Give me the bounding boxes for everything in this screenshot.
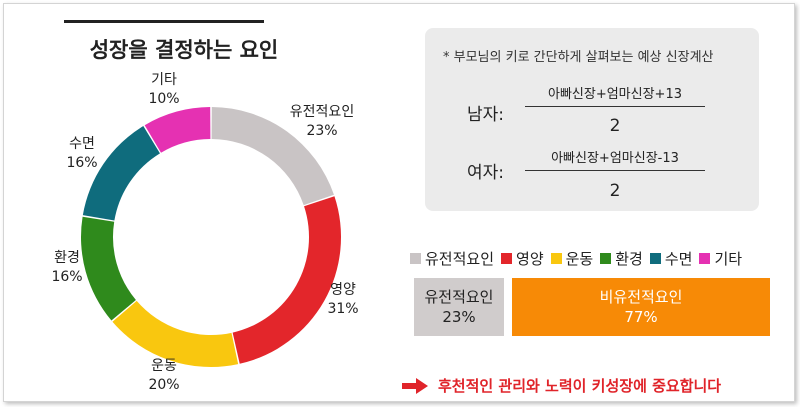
- male-fraction-line: [525, 106, 705, 107]
- legend-swatch-1: [410, 253, 421, 264]
- non-genetic-bar-label: 비유전적요인: [599, 288, 683, 306]
- donut-slice-4: [80, 216, 136, 321]
- slice-value-1: 23%: [306, 123, 337, 139]
- infographic-frame: 성장을 결정하는 요인 유전적요인 23% 영양 31% 운동 20% 환경 16% 수면 16%…: [3, 3, 795, 402]
- donut-slice-1: [211, 107, 334, 206]
- chart-legend: 유전적요인 영양 운동 환경 수면 기타: [410, 248, 749, 269]
- donut-slice-6: [144, 107, 211, 153]
- legend-item-2: 영양: [501, 248, 544, 269]
- conclusion-text: 후천적인 관리와 노력이 키성장에 중요합니다: [438, 377, 722, 395]
- legend-item-3: 운동: [550, 248, 594, 269]
- female-denominator: 2: [609, 181, 621, 201]
- slice-label-3: 운동: [151, 358, 177, 374]
- genetic-bar-value: 23%: [442, 308, 476, 326]
- slice-label-2: 영양: [330, 282, 356, 298]
- slice-label-5: 수면: [69, 136, 95, 152]
- title-rule: [64, 20, 264, 23]
- donut-slice-5: [82, 126, 160, 221]
- legend-swatch-5: [649, 253, 661, 264]
- legend-item-1: 유전적요인: [410, 248, 494, 269]
- legend-label-4: 환경: [615, 250, 643, 268]
- legend-label-6: 기타: [714, 250, 743, 268]
- slice-label-1: 유전적요인: [290, 104, 354, 120]
- chart-title: 성장을 결정하는 요인: [89, 38, 279, 62]
- conclusion: 후천적인 관리와 노력이 키성장에 중요합니다: [402, 375, 721, 396]
- legend-label-5: 수면: [664, 250, 693, 268]
- height-formula-box: * 부모님의 키로 간단하게 살펴보는 예상 신장계산 남자: 아빠신장+엄마신…: [425, 28, 759, 211]
- genetic-bar-label: 유전적요인: [424, 288, 494, 306]
- non-genetic-bar-segment: 비유전적요인 77%: [512, 278, 770, 336]
- donut-slice-2: [232, 196, 341, 364]
- legend-label-2: 영양: [516, 250, 544, 268]
- slice-label-6: 기타: [151, 72, 177, 88]
- slice-value-5: 16%: [66, 155, 97, 171]
- female-label: 여자:: [467, 163, 505, 183]
- legend-swatch-2: [501, 253, 513, 264]
- formula-note: * 부모님의 키로 간단하게 살펴보는 예상 신장계산: [443, 50, 714, 65]
- legend-item-5: 수면: [649, 248, 693, 269]
- slice-value-2: 31%: [327, 301, 358, 317]
- slice-label-4: 환경: [54, 250, 80, 266]
- legend-item-6: 기타: [699, 248, 742, 269]
- female-fraction-line: [525, 170, 705, 171]
- right-arrow-icon: [402, 377, 428, 394]
- donut-slice-3: [112, 300, 239, 367]
- slice-value-6: 10%: [148, 91, 179, 107]
- legend-swatch-6: [699, 253, 711, 264]
- female-numerator: 아빠신장+엄마신장-13: [551, 151, 679, 166]
- legend-swatch-4: [600, 253, 612, 264]
- legend-label-3: 운동: [565, 250, 594, 268]
- male-label: 남자:: [467, 105, 505, 125]
- slice-value-3: 20%: [148, 377, 179, 393]
- legend-item-4: 환경: [600, 248, 643, 269]
- legend-label-1: 유전적요인: [425, 250, 495, 268]
- male-numerator: 아빠신장+엄마신장+13: [547, 87, 682, 102]
- male-denominator: 2: [609, 116, 621, 136]
- genetic-bar-segment: 유전적요인 23%: [414, 278, 504, 336]
- slice-value-4: 16%: [51, 269, 82, 285]
- donut-chart: 유전적요인 23% 영양 31% 운동 20% 환경 16% 수면 16% 기타 10%: [51, 72, 358, 393]
- legend-swatch-3: [550, 253, 562, 264]
- non-genetic-bar-value: 77%: [624, 308, 658, 326]
